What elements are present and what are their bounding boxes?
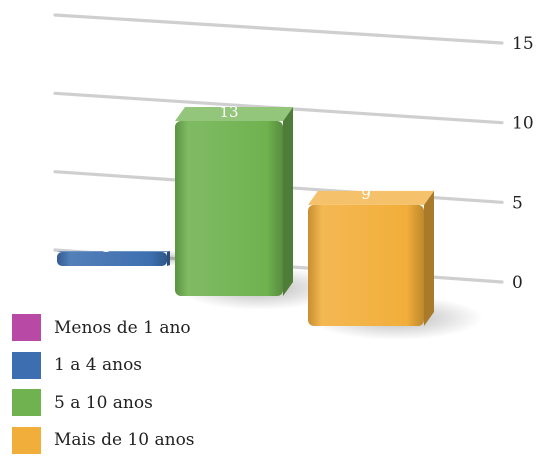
legend-swatch-mais-de-10-anos [12, 427, 41, 454]
legend-label-mais-de-10-anos: Mais de 10 anos [54, 430, 195, 450]
legend-label-1-a-4-anos: 1 a 4 anos [54, 355, 142, 375]
chart-legend: Menos de 1 ano 1 a 4 anos 5 a 10 anos Ma… [12, 309, 195, 459]
legend-item-5-a-10-anos: 5 a 10 anos [12, 384, 195, 422]
legend-swatch-1-a-4-anos [12, 352, 41, 379]
data-label-5-a-10-anos: 13 [219, 103, 238, 121]
bar-side-mais-de-10-anos [424, 191, 434, 326]
legend-swatch-5-a-10-anos [12, 389, 41, 416]
bar-mais-de-10-anos [308, 191, 434, 326]
bar-front-5-a-10-anos [175, 121, 283, 296]
legend-item-mais-de-10-anos: Mais de 10 anos [12, 422, 195, 459]
bar-side-1-a-4-anos [167, 251, 170, 266]
bar-top-1-a-4-anos [57, 251, 170, 252]
gridline-15 [55, 15, 502, 43]
y-tick-label-15: 15 [512, 34, 534, 54]
y-tick-label-5: 5 [512, 193, 523, 213]
bar-top-mais-de-10-anos [308, 191, 434, 205]
bar-1-a-4-anos [57, 251, 170, 266]
data-label-mais-de-10-anos: 9 [361, 185, 371, 203]
data-label-1-a-4-anos: 1 [101, 238, 111, 256]
bar-front-mais-de-10-anos [308, 205, 424, 326]
legend-item-1-a-4-anos: 1 a 4 anos [12, 347, 195, 385]
bar-front-1-a-4-anos [57, 252, 167, 266]
y-tick-label-0: 0 [512, 273, 523, 293]
legend-label-menos-de-1-ano: Menos de 1 ano [54, 318, 191, 338]
bar-5-a-10-anos [175, 107, 293, 296]
y-tick-label-10: 10 [512, 114, 534, 134]
bar-side-5-a-10-anos [283, 107, 293, 296]
legend-label-5-a-10-anos: 5 a 10 anos [54, 393, 153, 413]
legend-item-menos-de-1-ano: Menos de 1 ano [12, 309, 195, 347]
legend-swatch-menos-de-1-ano [12, 314, 41, 341]
